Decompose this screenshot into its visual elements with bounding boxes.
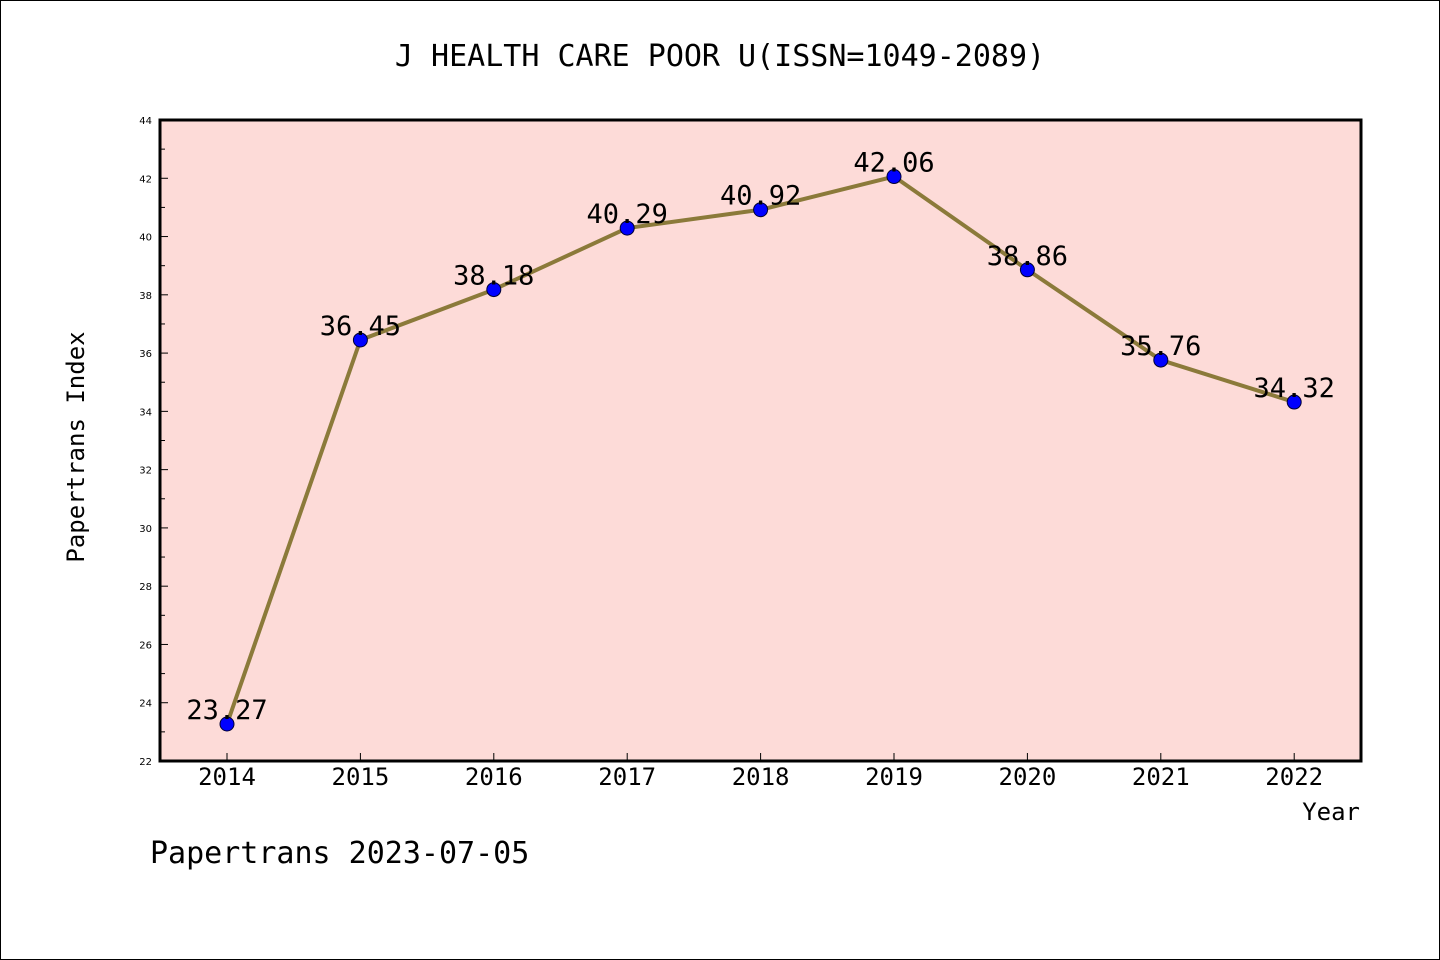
data-point-marker	[352, 332, 368, 348]
y-tick-label: 24	[139, 699, 152, 710]
y-tick-label: 36	[139, 349, 152, 360]
data-value-label: 34.32	[1254, 373, 1335, 404]
data-point-marker	[753, 202, 769, 218]
x-tick-label: 2022	[1265, 763, 1323, 791]
data-value-label: 36.45	[320, 311, 401, 342]
x-tick-label: 2015	[332, 763, 390, 791]
chart-title: J HEALTH CARE POOR U(ISSN=1049-2089)	[395, 39, 1045, 74]
data-value-label: 23.27	[186, 695, 267, 726]
data-point-marker	[219, 716, 235, 732]
y-axis: 22 24 26 28 30 32 34 36 38 40 42 44	[139, 116, 168, 768]
y-tick-label: 32	[139, 466, 152, 477]
data-value-label: 40.92	[720, 181, 801, 212]
x-axis-label: Year	[1302, 798, 1360, 826]
y-tick-label: 38	[139, 291, 152, 302]
y-tick-label: 42	[139, 174, 152, 185]
x-tick-label: 2019	[865, 763, 923, 791]
y-tick-label: 34	[139, 407, 152, 418]
data-point-marker	[886, 169, 902, 185]
plot-border	[158, 118, 1363, 763]
data-labels-group: 23.27 36.45 38.18 40.29 40.92 42.06 38.86 35.76…	[186, 148, 1334, 726]
y-tick-label: 40	[139, 233, 152, 244]
markers-group	[219, 169, 1302, 732]
y-axis-label: Papertrans Index	[62, 331, 90, 562]
data-value-label: 38.86	[987, 241, 1068, 272]
y-tick-label: 28	[139, 582, 152, 593]
x-tick-label: 2016	[465, 763, 523, 791]
data-point-marker	[1286, 394, 1302, 410]
plot-area	[160, 120, 1361, 761]
y-tick-label: 26	[139, 640, 152, 651]
y-tick-label: 22	[139, 757, 152, 768]
data-point-marker	[1019, 262, 1035, 278]
data-value-label: 35.76	[1120, 331, 1201, 362]
x-axis: 2014 2015 2016 2017 2018 2019 2020 2021 2022	[198, 753, 1323, 791]
data-value-label: 38.18	[453, 261, 534, 292]
x-tick-label: 2018	[732, 763, 790, 791]
x-tick-label: 2020	[999, 763, 1057, 791]
data-point-marker	[486, 282, 502, 298]
data-value-label: 42.06	[853, 148, 934, 179]
x-tick-label: 2021	[1132, 763, 1190, 791]
x-tick-label: 2017	[598, 763, 656, 791]
y-tick-label: 44	[139, 116, 152, 127]
data-point-marker	[619, 220, 635, 236]
y-tick-label: 30	[139, 524, 152, 535]
data-point-marker	[1153, 352, 1169, 368]
footer-date-text: Papertrans 2023-07-05	[150, 836, 529, 871]
data-value-label: 40.29	[587, 199, 668, 230]
x-tick-label: 2014	[198, 763, 256, 791]
